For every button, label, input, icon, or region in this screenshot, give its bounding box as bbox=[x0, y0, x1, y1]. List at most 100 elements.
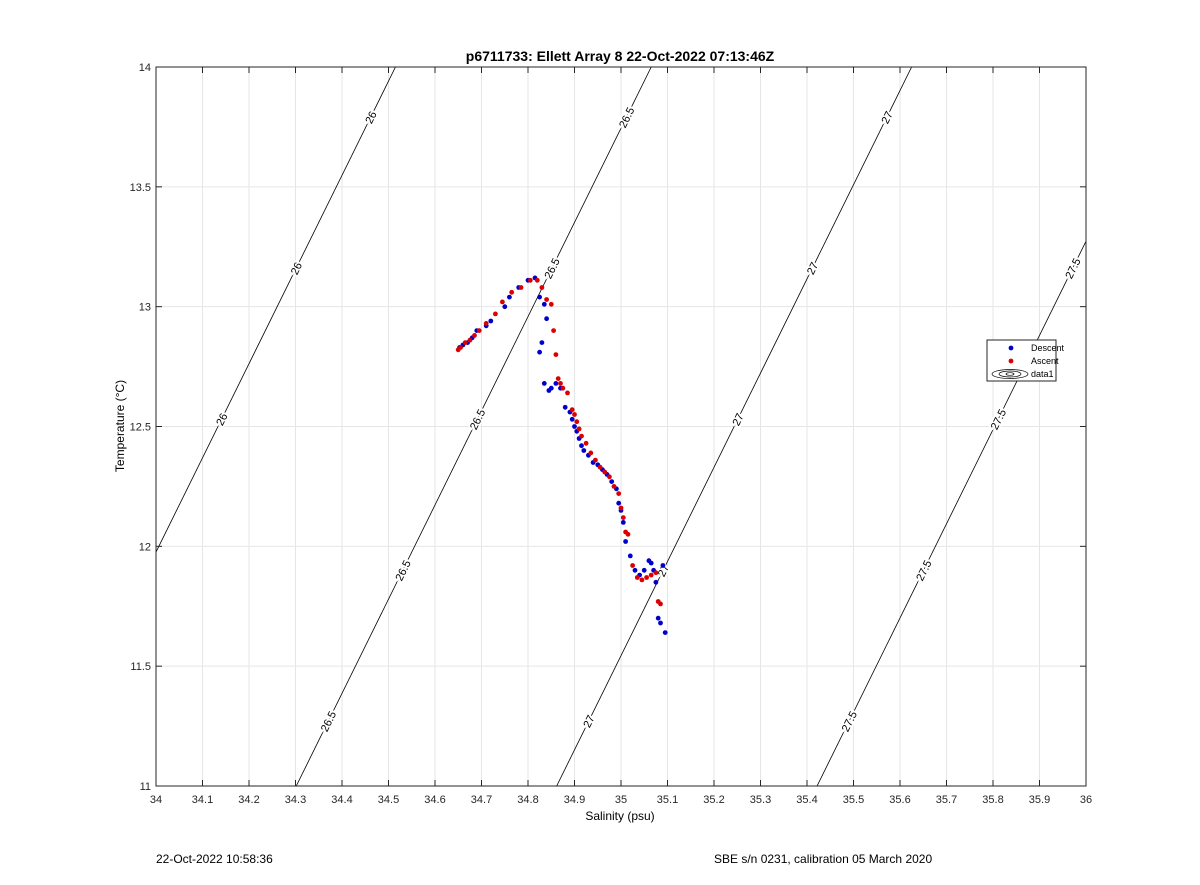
point-ascent bbox=[493, 311, 498, 317]
point-ascent bbox=[565, 390, 570, 396]
point-descent bbox=[632, 567, 638, 573]
point-descent bbox=[569, 416, 575, 422]
point-descent bbox=[653, 579, 659, 585]
point-ascent bbox=[574, 419, 580, 425]
point-ascent bbox=[572, 412, 577, 417]
point-ascent bbox=[593, 457, 598, 463]
x-tick-label: 34.1 bbox=[192, 794, 213, 806]
point-ascent bbox=[476, 328, 482, 333]
x-tick-label: 35.1 bbox=[657, 794, 678, 806]
point-descent bbox=[620, 520, 626, 525]
grid bbox=[155, 66, 1087, 787]
footer-timestamp: 22-Oct-2022 10:58:36 bbox=[156, 852, 273, 866]
legend-label-ascent: Ascent bbox=[1031, 356, 1059, 366]
point-descent bbox=[579, 443, 584, 449]
legend: Descent Ascent data1 bbox=[986, 339, 1065, 382]
point-descent bbox=[541, 301, 547, 307]
contour-label-26.5: 26.5 bbox=[394, 559, 414, 584]
point-ascent bbox=[558, 381, 563, 386]
x-tick-label: 35.9 bbox=[1029, 794, 1050, 806]
x-tick-label: 35.4 bbox=[796, 794, 817, 806]
point-ascent bbox=[653, 570, 659, 576]
point-descent bbox=[641, 567, 647, 573]
point-ascent bbox=[518, 285, 524, 290]
series-ascent bbox=[455, 277, 663, 607]
point-ascent bbox=[648, 572, 654, 578]
data-points bbox=[455, 275, 668, 635]
point-ascent bbox=[467, 337, 473, 343]
legend-label-data1: data1 bbox=[1031, 369, 1054, 379]
point-ascent bbox=[620, 515, 626, 520]
point-ascent bbox=[625, 531, 631, 537]
contour-label-26: 26 bbox=[289, 261, 305, 277]
point-ascent bbox=[555, 376, 561, 381]
contour-label-27.5: 27.5 bbox=[989, 407, 1009, 432]
footer-calibration: SBE s/n 0231, calibration 05 March 2020 bbox=[714, 852, 933, 866]
point-ascent bbox=[602, 469, 608, 475]
point-ascent bbox=[579, 433, 584, 439]
point-descent bbox=[627, 553, 633, 559]
point-ascent bbox=[500, 299, 505, 305]
contour-label-26.5: 26.5 bbox=[543, 256, 563, 281]
point-ascent bbox=[527, 277, 533, 283]
point-descent bbox=[581, 448, 587, 453]
contour-label-27: 27 bbox=[731, 412, 747, 428]
x-tick-label: 34.6 bbox=[424, 794, 445, 806]
point-descent bbox=[537, 294, 542, 300]
x-tick-label: 34.4 bbox=[331, 794, 352, 806]
point-ascent bbox=[548, 301, 554, 307]
point-descent bbox=[655, 615, 661, 621]
x-tick-label: 34.9 bbox=[564, 794, 585, 806]
point-descent bbox=[648, 560, 654, 566]
point-descent bbox=[502, 304, 508, 310]
point-ascent bbox=[560, 385, 566, 391]
point-ascent bbox=[462, 340, 468, 345]
x-tick-label: 35.5 bbox=[843, 794, 864, 806]
contour-label-26.5: 26.5 bbox=[468, 407, 488, 432]
point-ascent bbox=[588, 450, 594, 456]
legend-box bbox=[986, 339, 1057, 382]
contour-label-27: 27 bbox=[880, 110, 896, 126]
contour-label-27.5: 27.5 bbox=[840, 709, 860, 734]
point-ascent bbox=[658, 601, 663, 607]
point-descent bbox=[544, 316, 549, 322]
point-ascent bbox=[483, 321, 489, 326]
point-descent bbox=[507, 294, 512, 300]
y-tick-label: 12 bbox=[139, 541, 151, 553]
x-tick-label: 35.7 bbox=[936, 794, 957, 806]
x-tick-label: 34.3 bbox=[285, 794, 306, 806]
density-contour-26 bbox=[156, 67, 396, 553]
point-ascent bbox=[534, 277, 540, 283]
y-tick-label: 14 bbox=[139, 62, 151, 74]
density-contour-26.5 bbox=[295, 67, 652, 786]
point-ascent bbox=[583, 440, 589, 446]
point-descent bbox=[658, 620, 663, 626]
legend-marker-ascent bbox=[1008, 358, 1014, 364]
x-tick-label: 34.8 bbox=[517, 794, 538, 806]
x-tick-label: 34.7 bbox=[471, 794, 492, 806]
point-ascent bbox=[644, 575, 649, 580]
point-ascent bbox=[630, 563, 635, 568]
contour-label-26.5: 26.5 bbox=[617, 106, 637, 131]
point-ascent bbox=[551, 328, 556, 333]
point-descent bbox=[548, 385, 554, 391]
y-tick-label: 13.5 bbox=[130, 182, 151, 194]
density-contour-27 bbox=[556, 67, 912, 786]
x-axis-label: Salinity (psu) bbox=[585, 809, 654, 823]
legend-contour-icon bbox=[991, 369, 1029, 379]
contour-label-26: 26 bbox=[363, 110, 379, 126]
point-descent bbox=[572, 424, 577, 429]
point-descent bbox=[539, 340, 545, 345]
point-ascent bbox=[607, 474, 612, 480]
chart-title: p6711733: Ellett Array 8 22-Oct-2022 07:… bbox=[466, 48, 775, 64]
point-descent bbox=[662, 630, 668, 635]
series-descent bbox=[457, 275, 668, 635]
y-tick-label: 13 bbox=[139, 302, 151, 314]
point-descent bbox=[660, 563, 666, 568]
point-ascent bbox=[576, 426, 582, 432]
x-tick-label: 36 bbox=[1080, 794, 1092, 806]
x-tick-label: 35 bbox=[615, 794, 627, 806]
point-ascent bbox=[597, 464, 603, 470]
point-ascent bbox=[539, 285, 545, 290]
y-axis-label: Temperature (°C) bbox=[113, 380, 127, 472]
